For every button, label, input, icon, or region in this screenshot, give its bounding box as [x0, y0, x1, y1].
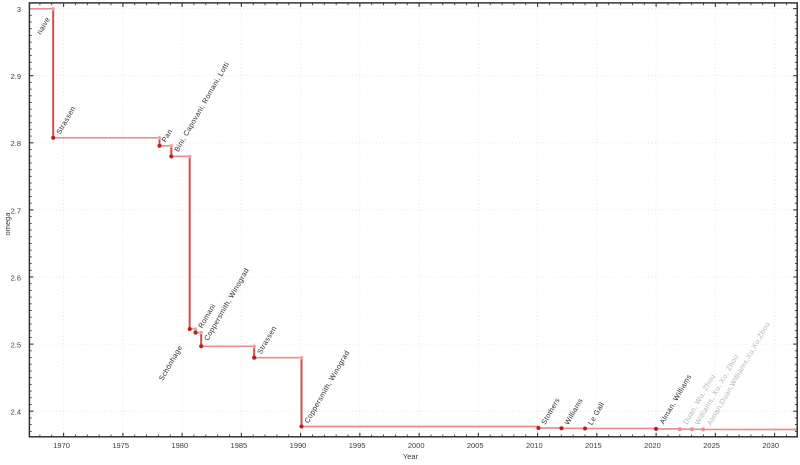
svg-text:2005: 2005 — [467, 441, 484, 450]
svg-text:1975: 1975 — [112, 441, 129, 450]
svg-text:1985: 1985 — [231, 441, 248, 450]
svg-text:2.5: 2.5 — [11, 341, 21, 350]
svg-text:2015: 2015 — [585, 441, 602, 450]
svg-text:2.6: 2.6 — [11, 273, 21, 282]
svg-text:1970: 1970 — [53, 441, 70, 450]
svg-text:1980: 1980 — [171, 441, 188, 450]
svg-text:2.8: 2.8 — [11, 139, 21, 148]
svg-text:2020: 2020 — [644, 441, 661, 450]
svg-text:1995: 1995 — [349, 441, 366, 450]
svg-text:Year: Year — [403, 452, 419, 460]
svg-text:2.4: 2.4 — [11, 408, 21, 417]
svg-text:omega: omega — [3, 212, 12, 236]
svg-text:2030: 2030 — [762, 441, 779, 450]
svg-text:2000: 2000 — [408, 441, 425, 450]
svg-text:2025: 2025 — [703, 441, 720, 450]
svg-text:3: 3 — [17, 5, 21, 14]
svg-text:2.9: 2.9 — [11, 72, 21, 81]
svg-text:2.7: 2.7 — [11, 206, 21, 215]
svg-text:2010: 2010 — [526, 441, 543, 450]
svg-text:1990: 1990 — [290, 441, 307, 450]
